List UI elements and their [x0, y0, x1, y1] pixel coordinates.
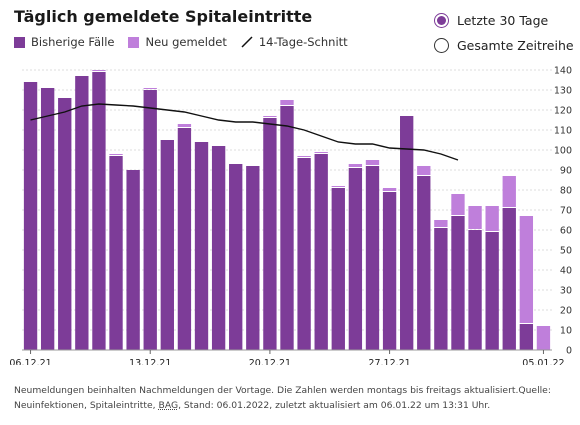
bar-new	[297, 156, 311, 157]
radio-last-30-days[interactable]: Letzte 30 Tage	[434, 9, 574, 31]
legend-item-existing: Bisherige Fälle	[14, 35, 114, 49]
bar-existing	[365, 166, 380, 350]
bar-existing	[348, 168, 363, 350]
footnote-line-2-pre: Neuinfektionen, Spitaleintritte,	[14, 400, 159, 411]
y-tick-label: 60	[560, 226, 572, 237]
y-tick-label: 130	[554, 86, 572, 97]
bar-existing	[485, 232, 499, 350]
y-tick-label: 30	[560, 286, 572, 297]
x-tick-label: 05.01.22	[522, 358, 564, 365]
bar-existing	[211, 146, 226, 350]
bar-new	[263, 116, 277, 117]
bar-existing	[177, 128, 192, 350]
bar-new	[451, 194, 465, 215]
chart-plot: 0 10 20 30 40 50 60 70 80 90 100 110 120 130 140 06.12.…	[9, 66, 572, 366]
bar-new	[331, 186, 345, 187]
y-tick-label: 140	[554, 66, 572, 77]
bar-existing	[23, 82, 38, 350]
bar-existing	[434, 228, 448, 350]
bar-new	[348, 164, 363, 167]
bar-existing	[40, 88, 55, 350]
x-tick-label: 20.12.21	[249, 358, 291, 365]
bar-new	[485, 206, 499, 231]
y-tick-label: 80	[560, 186, 572, 197]
bar-new	[536, 326, 551, 350]
y-tick-label: 100	[554, 146, 572, 157]
bar-new	[417, 166, 431, 175]
line-14-day-average	[30, 103, 459, 161]
bar-new	[434, 220, 448, 227]
bar-new	[519, 216, 534, 323]
bar-new	[502, 176, 516, 207]
legend-swatch-existing	[14, 36, 25, 48]
bar-new	[143, 88, 157, 89]
legend-item-avg: 14-Tage-Schnitt	[241, 35, 348, 49]
bar-new	[92, 70, 106, 71]
legend-line-icon	[241, 36, 253, 48]
bar-existing	[263, 118, 277, 350]
legend-label-new: Neu gemeldet	[145, 35, 227, 49]
y-tick-label: 50	[560, 246, 572, 257]
x-tick-label: 27.12.21	[368, 358, 410, 365]
bar-new	[314, 152, 328, 153]
y-tick-label: 40	[560, 266, 572, 277]
bar-existing	[382, 192, 397, 350]
bar-existing	[468, 230, 482, 350]
y-tick-label: 110	[554, 126, 572, 137]
bar-existing	[451, 216, 465, 350]
bar-existing	[109, 156, 123, 350]
y-tick-label: 120	[554, 106, 572, 117]
bar-existing	[126, 170, 140, 350]
x-tick-label: 13.12.21	[129, 358, 171, 365]
radio-label-last-30-days: Letzte 30 Tage	[457, 12, 549, 28]
y-tick-label: 20	[560, 306, 572, 317]
legend-swatch-new	[128, 36, 140, 48]
bar-existing	[297, 158, 311, 350]
bar-existing	[400, 116, 414, 350]
chart-title: Täglich gemeldete Spitaleintritte	[14, 7, 313, 26]
y-tick-label: 10	[560, 326, 572, 337]
bar-new	[109, 154, 123, 155]
bar-existing	[58, 98, 72, 350]
y-tick-label: 0	[566, 346, 572, 357]
bar-existing	[246, 166, 260, 350]
time-range-selector: Letzte 30 Tage Gesamte Zeitreihe	[434, 9, 574, 59]
bar-existing	[519, 324, 534, 350]
bar-existing	[502, 208, 516, 350]
radio-unselected-icon	[434, 37, 449, 53]
footnote-line-2-post: , Stand: 06.01.2022, zuletzt aktualisier…	[178, 400, 491, 411]
bar-existing	[160, 140, 174, 350]
source-link[interactable]: BAG	[158, 400, 179, 411]
bar-existing	[417, 176, 431, 350]
bar-existing	[314, 154, 328, 350]
radio-label-full-series: Gesamte Zeitreihe	[457, 37, 574, 53]
legend-label-existing: Bisherige Fälle	[31, 35, 115, 49]
bar-existing	[229, 164, 243, 350]
bar-existing	[280, 106, 294, 350]
radio-selected-icon	[434, 12, 449, 28]
bar-existing	[331, 188, 345, 350]
bar-new	[177, 124, 192, 127]
legend-item-new: Neu gemeldet	[128, 35, 227, 49]
radio-full-series[interactable]: Gesamte Zeitreihe	[434, 34, 574, 56]
y-tick-label: 90	[560, 166, 572, 177]
bar-existing	[92, 72, 106, 350]
bar-existing	[194, 142, 209, 350]
bar-new	[468, 206, 482, 229]
footnote-line-1: Neumeldungen beinhalten Nachmeldungen de…	[14, 385, 551, 396]
bar-new	[280, 100, 294, 105]
bar-existing	[75, 76, 89, 350]
chart-legend: Bisherige Fälle Neu gemeldet 14-Tage-Sch…	[14, 35, 362, 49]
bar-new	[382, 188, 397, 191]
bar-new	[365, 160, 380, 165]
y-tick-label: 70	[560, 206, 572, 217]
x-tick-label: 06.12.21	[9, 358, 51, 365]
footnote: Neumeldungen beinhalten Nachmeldungen de…	[14, 383, 570, 413]
bar-existing	[143, 90, 157, 350]
legend-label-avg: 14-Tage-Schnitt	[258, 35, 348, 49]
